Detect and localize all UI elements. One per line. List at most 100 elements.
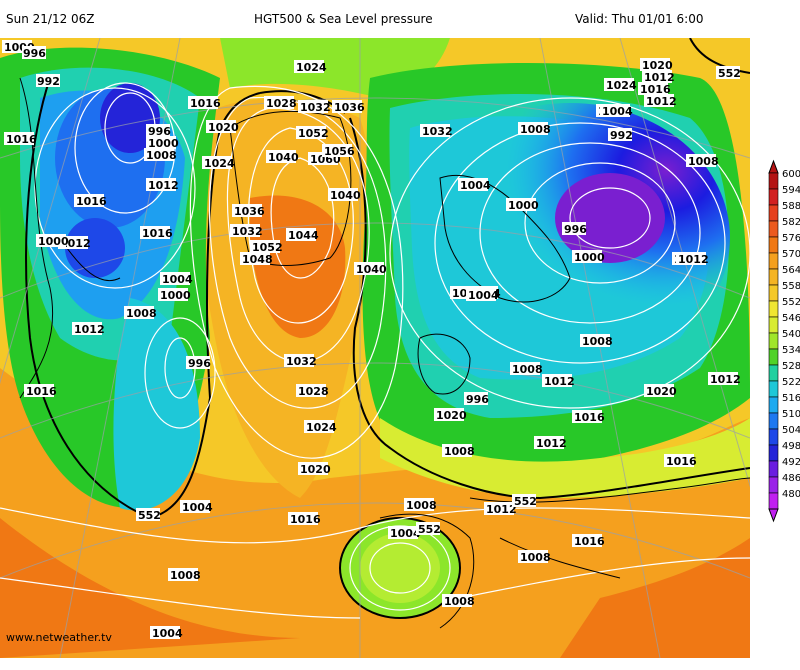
contour-label: 552 xyxy=(716,66,741,80)
pressure-label: 1012 xyxy=(72,322,105,336)
scale-tick-label: 570 xyxy=(782,249,800,260)
svg-text:996: 996 xyxy=(188,357,211,370)
pressure-label: 1000 xyxy=(146,136,179,150)
pressure-label: 1004 xyxy=(180,500,213,514)
pressure-label: 1000 xyxy=(572,250,605,264)
scale-swatch xyxy=(768,220,779,238)
svg-text:1032: 1032 xyxy=(232,225,263,238)
svg-text:1008: 1008 xyxy=(170,569,201,582)
hot-sw xyxy=(0,518,300,658)
svg-text:1052: 1052 xyxy=(252,241,283,254)
pressure-label: 1024 xyxy=(202,156,235,170)
scale-tick-label: 540 xyxy=(782,329,800,340)
svg-text:1056: 1056 xyxy=(324,145,355,158)
svg-text:1008: 1008 xyxy=(512,363,543,376)
svg-text:1024: 1024 xyxy=(606,79,637,92)
scale-tick-label: 552 xyxy=(782,297,800,308)
pressure-label: 996 xyxy=(146,124,171,138)
svg-text:1012: 1012 xyxy=(486,503,517,516)
pressure-label: 1032 xyxy=(284,354,317,368)
pressure-label: 1008 xyxy=(404,498,437,512)
scale-tick-label: 576 xyxy=(782,233,800,244)
pressure-label: 1008 xyxy=(168,568,201,582)
pressure-label-layer: 1000 996 992 1016 1020 1028 1032 1036 10… xyxy=(2,40,741,640)
map-title: HGT500 & Sea Level pressure xyxy=(254,12,433,26)
svg-text:1008: 1008 xyxy=(520,123,551,136)
pressure-label: 1016 xyxy=(24,384,57,398)
scale-swatch xyxy=(768,236,779,254)
iberia-552-contour xyxy=(339,517,461,619)
trough-cyan xyxy=(113,298,200,511)
svg-text:1032: 1032 xyxy=(422,125,453,138)
svg-text:1012: 1012 xyxy=(74,323,105,336)
scale-tick-label: 480 xyxy=(782,489,800,500)
hot-se xyxy=(560,538,750,658)
scale-tick-label: 594 xyxy=(782,185,800,196)
pressure-label: 1004 xyxy=(600,104,633,118)
svg-text:1028: 1028 xyxy=(298,385,329,398)
pressure-label: 1008 xyxy=(518,122,551,136)
scale-arrow-bottom xyxy=(768,508,779,523)
svg-text:552: 552 xyxy=(418,523,441,536)
scale-swatch xyxy=(768,364,779,382)
svg-text:1008: 1008 xyxy=(126,307,157,320)
svg-text:1016: 1016 xyxy=(574,411,605,424)
svg-text:1012: 1012 xyxy=(60,237,91,250)
warm-zone xyxy=(0,368,750,658)
svg-text:1016: 1016 xyxy=(6,133,37,146)
svg-text:996: 996 xyxy=(564,223,587,236)
svg-text:1032: 1032 xyxy=(300,101,331,114)
contour-label: 552 xyxy=(512,494,537,508)
scale-swatch xyxy=(768,172,779,190)
svg-text:1036: 1036 xyxy=(234,205,265,218)
scale-swatch xyxy=(768,284,779,302)
svg-text:1040: 1040 xyxy=(268,151,299,164)
scale-swatch xyxy=(768,492,779,510)
svg-text:1008: 1008 xyxy=(520,551,551,564)
svg-text:1016: 1016 xyxy=(666,455,697,468)
pressure-label: 1032 xyxy=(298,100,331,114)
svg-text:1000: 1000 xyxy=(38,235,69,248)
svg-text:1012: 1012 xyxy=(544,375,575,388)
contour-label: 552 xyxy=(136,508,161,522)
pressure-label: 1020 xyxy=(640,58,673,72)
pressure-label: 1000 xyxy=(36,234,69,248)
weather-map: 1000 996 992 1016 1020 1028 1032 1036 10… xyxy=(0,38,750,658)
svg-text:1040: 1040 xyxy=(356,263,387,276)
pressure-label: 1004 xyxy=(458,178,491,192)
pressure-label: 1016 xyxy=(4,132,37,146)
scale-tick-label: 528 xyxy=(782,361,800,372)
iberia-low-inner xyxy=(360,533,440,603)
svg-text:1012: 1012 xyxy=(536,437,567,450)
scale-swatch xyxy=(768,476,779,494)
svg-text:552: 552 xyxy=(138,509,161,522)
svg-text:1012: 1012 xyxy=(148,179,179,192)
svg-text:996: 996 xyxy=(466,393,489,406)
svg-text:1040: 1040 xyxy=(330,189,361,202)
pressure-label: 1004 xyxy=(150,626,183,640)
svg-text:992: 992 xyxy=(610,129,633,142)
svg-text:1000: 1000 xyxy=(148,137,179,150)
svg-text:1008: 1008 xyxy=(582,335,613,348)
svg-text:1016: 1016 xyxy=(190,97,221,110)
scale-tick-label: 558 xyxy=(782,281,800,292)
svg-text:1016: 1016 xyxy=(76,195,107,208)
svg-text:1012: 1012 xyxy=(646,95,677,108)
scale-tick-label: 510 xyxy=(782,409,800,420)
pressure-label: 1008 xyxy=(518,550,551,564)
map-canvas: 1000 996 992 1016 1020 1028 1032 1036 10… xyxy=(0,38,750,658)
scale-tick-label: 516 xyxy=(782,393,800,404)
pressure-label: 992 xyxy=(608,128,633,142)
svg-text:1012: 1012 xyxy=(644,71,675,84)
pressure-label: 1012 xyxy=(534,436,567,450)
svg-text:1016: 1016 xyxy=(26,385,57,398)
pressure-label: 1024 xyxy=(604,78,637,92)
scale-tick-label: 588 xyxy=(782,201,800,212)
svg-text:1004: 1004 xyxy=(460,179,491,192)
pressure-label: 1016 xyxy=(140,226,173,240)
pressure-label: 1012 xyxy=(676,252,709,266)
pressure-label: 1000 xyxy=(158,288,191,302)
site-credit: www.netweather.tv xyxy=(6,631,112,644)
scale-swatch xyxy=(768,316,779,334)
contour-552-east xyxy=(349,117,750,500)
